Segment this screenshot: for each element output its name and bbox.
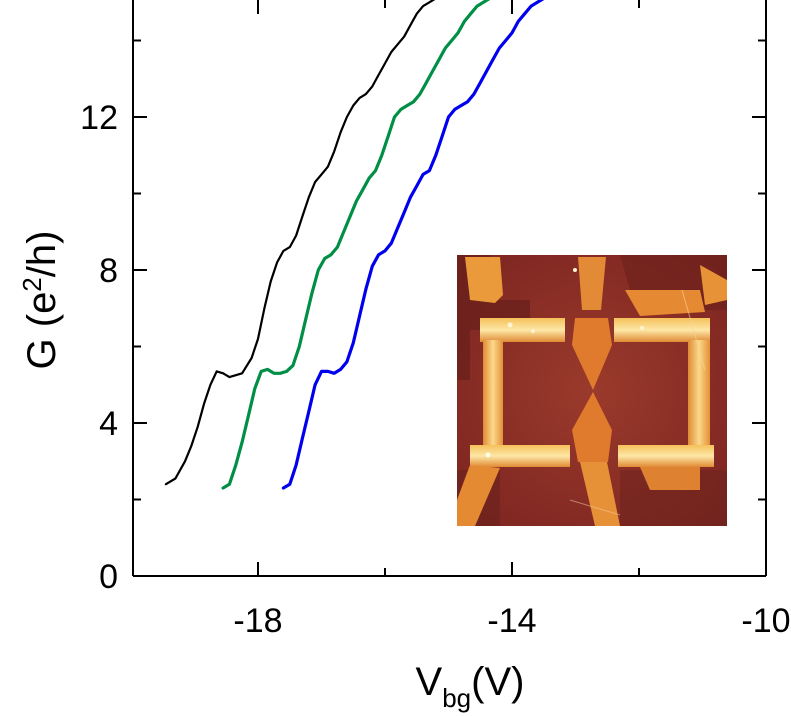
inset-electrode (465, 257, 503, 303)
inset-electrode (618, 445, 714, 467)
inset-electrode (578, 257, 606, 310)
series-layer (164, 0, 545, 490)
x-axis-title: Vbg(V) (416, 660, 525, 713)
y-tick-label: 8 (99, 252, 118, 290)
inset-electrode (457, 465, 500, 526)
plot-frame (132, 0, 767, 577)
inset-electrode (483, 340, 503, 445)
inset-scratch (681, 289, 706, 371)
inset-electrode (625, 290, 705, 316)
y-tick-label: 0 (99, 558, 118, 596)
inset-electrode (580, 462, 620, 526)
y-axis-title: G (e2/h) (17, 231, 64, 370)
inset-device-image (457, 255, 727, 526)
ticks: -18 -14 -10 0 4 8 12 (80, 0, 791, 640)
inset-dark-region (620, 470, 727, 526)
y-axis-title-sup: 2 (17, 277, 47, 291)
inset-electrode (640, 467, 700, 490)
x-axis-title-unit: (V) (471, 660, 524, 704)
x-tick-label: -18 (233, 602, 282, 640)
x-axis-title-sub: bg (442, 683, 471, 713)
series-line-2 (221, 0, 491, 490)
inset-bowtie (572, 392, 612, 462)
y-tick-label: 12 (80, 99, 118, 137)
inset-particle (573, 268, 577, 272)
inset-particle (485, 452, 491, 458)
x-tick-label: -10 (741, 602, 790, 640)
y-axis-title-rest: /h) (20, 231, 64, 278)
inset-electrode (470, 445, 570, 467)
inset-particle (531, 329, 535, 333)
inset-electrode (688, 340, 710, 445)
series-line-3 (281, 0, 545, 490)
series-line-1 (164, 0, 436, 486)
inset-electrode (480, 318, 565, 342)
inset-particle (640, 326, 644, 330)
inset-bowtie (572, 318, 612, 390)
inset-scratch (569, 499, 621, 516)
inset-particle (507, 322, 513, 328)
x-tick-label: -14 (487, 602, 536, 640)
y-tick-label: 4 (99, 405, 118, 443)
inset-electrode (700, 265, 727, 305)
